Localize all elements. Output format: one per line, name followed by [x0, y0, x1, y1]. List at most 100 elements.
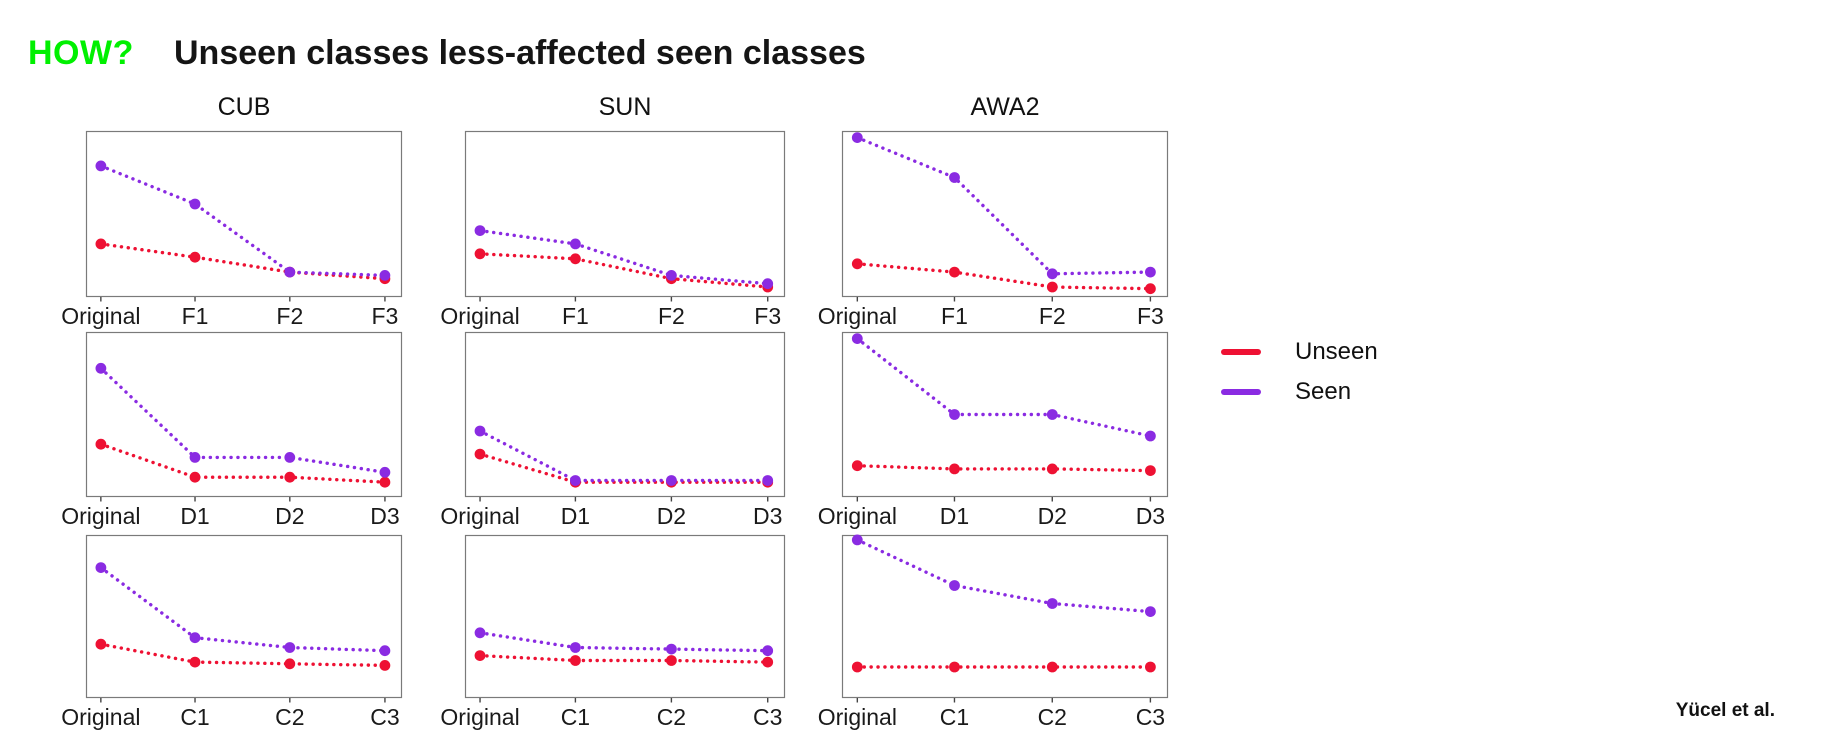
legend-item-seen: Seen — [1221, 376, 1378, 408]
data-point-seen — [1046, 598, 1058, 609]
chart-panel-SUN-D: Original D1 D2 D3 — [440, 331, 786, 529]
data-point-seen — [949, 580, 960, 591]
data-point-unseen — [95, 438, 107, 450]
chart-panel-AWA2-D: Original D1 D2 D3 — [818, 331, 1169, 529]
data-point-unseen — [570, 655, 581, 666]
x-tick-label: C2 — [1038, 704, 1067, 730]
data-point-unseen — [189, 251, 201, 263]
x-tick-label: F3 — [1137, 303, 1164, 329]
data-point-seen — [95, 362, 107, 374]
data-point-unseen — [666, 655, 677, 666]
data-point-unseen — [379, 660, 391, 671]
series-line-unseen — [99, 642, 387, 668]
data-point-seen — [284, 642, 296, 653]
data-point-seen — [570, 238, 581, 250]
legend: Unseen Seen — [1221, 336, 1378, 416]
series-line-unseen — [99, 442, 387, 484]
data-point-seen — [1145, 430, 1156, 442]
attribution: Yücel et al. — [1675, 700, 1775, 721]
series-line-seen — [99, 164, 387, 278]
x-tick-label: D1 — [180, 503, 209, 529]
data-point-unseen — [284, 658, 296, 670]
data-point-unseen — [949, 266, 960, 278]
x-tick-label: C1 — [940, 704, 969, 730]
x-tick-label: C2 — [275, 704, 304, 730]
data-point-seen — [379, 270, 391, 281]
data-point-unseen — [1046, 463, 1058, 475]
x-tick-label: C1 — [180, 704, 209, 730]
chart-panel-SUN-F: SUN Original F1 F2 F3 — [440, 93, 786, 329]
x-tick-label: Original — [61, 704, 140, 730]
x-tick-label: Original — [440, 503, 519, 529]
legend-item-unseen: Unseen — [1221, 336, 1378, 368]
x-tick-label: F2 — [276, 303, 303, 329]
x-tick-label: F1 — [562, 303, 589, 329]
data-point-unseen — [851, 258, 863, 270]
plot-frame — [841, 130, 1169, 298]
data-point-unseen — [474, 448, 486, 460]
unseen-line-swatch-icon — [1221, 349, 1261, 355]
data-point-seen — [666, 475, 677, 486]
data-point-seen — [189, 198, 201, 210]
data-point-seen — [189, 632, 201, 644]
plot-frame — [85, 534, 403, 699]
data-point-unseen — [851, 661, 863, 673]
data-point-unseen — [379, 476, 391, 488]
x-tick-label: F3 — [754, 303, 781, 329]
plot-frame — [464, 130, 786, 298]
data-point-seen — [474, 425, 486, 437]
x-tick-label: C1 — [561, 704, 590, 730]
x-tick-label: D1 — [561, 503, 590, 529]
data-point-unseen — [284, 471, 296, 483]
column-title-AWA2: AWA2 — [971, 93, 1040, 121]
x-tick-label: C2 — [657, 704, 686, 730]
legend-label-unseen: Unseen — [1295, 338, 1378, 365]
x-tick-label: D2 — [1038, 503, 1067, 529]
data-point-seen — [189, 452, 201, 463]
data-point-unseen — [851, 460, 863, 472]
data-point-unseen — [1046, 661, 1058, 673]
data-point-unseen — [570, 253, 581, 265]
series-line-seen — [478, 631, 770, 653]
data-point-seen — [474, 627, 486, 639]
data-point-unseen — [189, 471, 201, 483]
x-tick-label: F1 — [941, 303, 968, 329]
data-point-seen — [666, 270, 677, 281]
x-tick-label: D3 — [753, 503, 782, 529]
chart-panel-CUB-C: Original C1 C2 C3 — [61, 534, 403, 730]
data-point-seen — [379, 466, 391, 478]
x-tick-label: F1 — [182, 303, 209, 329]
series-line-seen — [478, 429, 770, 483]
series-line-seen — [855, 538, 1153, 614]
plot-frame — [85, 130, 403, 298]
x-tick-label: D2 — [657, 503, 686, 529]
x-tick-label: F2 — [1039, 303, 1066, 329]
plot-frame — [841, 331, 1169, 498]
data-point-unseen — [1145, 465, 1156, 476]
series-line-seen — [99, 565, 387, 653]
chart-panel-AWA2-F: AWA2 Original F1 F2 F3 — [818, 93, 1169, 329]
series-line-seen — [478, 228, 770, 286]
chart-panel-CUB-D: Original D1 D2 D3 — [61, 331, 403, 529]
data-point-seen — [949, 409, 960, 420]
data-point-seen — [95, 562, 107, 573]
data-point-seen — [1046, 268, 1058, 280]
chart-panel-SUN-C: Original C1 C2 C3 — [440, 534, 786, 730]
x-tick-label: D3 — [370, 503, 399, 529]
x-tick-label: F3 — [372, 303, 399, 329]
x-tick-label: Original — [440, 303, 519, 329]
data-point-seen — [762, 645, 774, 657]
data-point-seen — [851, 132, 863, 143]
data-point-seen — [762, 278, 774, 290]
data-point-seen — [1046, 409, 1058, 420]
data-point-seen — [851, 333, 863, 344]
chart-panel-AWA2-C: Original C1 C2 C3 — [818, 534, 1169, 730]
how-label: HOW? — [28, 34, 134, 72]
data-point-unseen — [189, 656, 201, 668]
data-point-seen — [949, 172, 960, 183]
series-line-unseen — [99, 242, 387, 281]
x-tick-label: Original — [818, 303, 897, 329]
chart-panel-CUB-F: CUB Original F1 F2 F3 — [61, 93, 403, 329]
series-line-unseen — [855, 463, 1153, 473]
x-tick-label: Original — [818, 704, 897, 730]
